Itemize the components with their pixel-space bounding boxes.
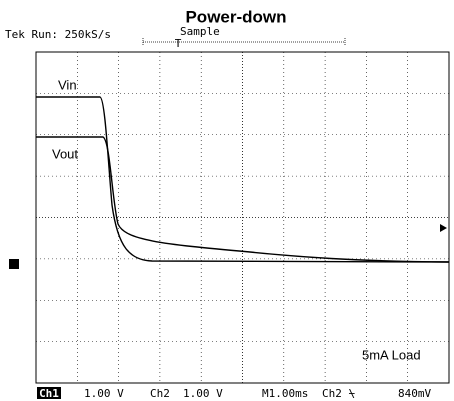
vin-trace: [36, 96, 450, 263]
ch1-marker: [9, 259, 19, 269]
vout-label: Vout: [52, 146, 78, 161]
ch1-badge: [37, 387, 61, 399]
record-bracket: [142, 38, 346, 46]
title: Power-down: [185, 7, 286, 26]
graticule: [36, 52, 449, 383]
ch2: Ch2: [150, 387, 170, 400]
graticule-border: [35, 51, 450, 384]
acquire-mode: Sample: [180, 25, 220, 38]
vin-label: Vin: [58, 77, 77, 92]
ch1-scale: 1.00 V: [84, 387, 124, 400]
ch1: Ch1: [39, 387, 59, 400]
status: Tek Run: 250kS/s: [5, 28, 111, 41]
vout-trace: [36, 136, 450, 263]
trigger-level: 840mV: [398, 387, 431, 400]
ch2-scale: 1.00 V: [183, 387, 223, 400]
trigger-source: Ch2 ⍀: [322, 387, 355, 400]
trigger-level-marker: [440, 224, 447, 232]
timebase: M1.00ms: [262, 387, 308, 400]
annotation: 5mA Load: [362, 347, 421, 362]
trigger-position: T: [175, 37, 182, 50]
